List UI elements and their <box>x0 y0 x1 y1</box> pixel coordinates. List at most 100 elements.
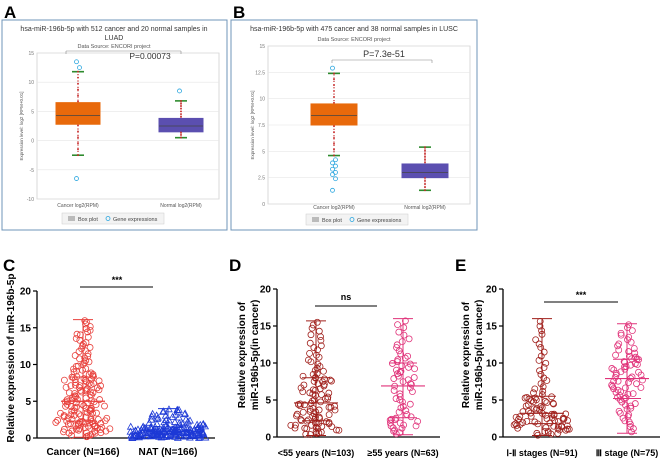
group-0-point <box>310 410 318 418</box>
group-0-point <box>101 402 108 410</box>
group-0-point <box>328 377 335 385</box>
panel-a-ylabel: Expression level: log2 [RPM+0.01] <box>19 92 24 161</box>
ytick-label-0: 0 <box>491 433 497 444</box>
group-0-point <box>308 324 316 332</box>
group-0-point <box>103 414 111 422</box>
box-cancer-outlier <box>74 176 79 181</box>
ytick-label-1: 2.5 <box>258 176 265 182</box>
group-0-point <box>84 399 92 407</box>
panel-e-ylabel-line1: Relative expression of <box>461 301 472 408</box>
box-cancer-point <box>77 142 79 145</box>
panel-e-axes: 0 5 10 15 20 <box>486 285 660 444</box>
group-0-point <box>94 416 102 423</box>
group-0-point <box>533 429 541 437</box>
group-1-point <box>622 394 630 402</box>
group-0-point <box>306 349 313 357</box>
group-1-point <box>141 423 149 431</box>
box-cancer-point <box>77 100 79 103</box>
group-1-point <box>631 400 639 407</box>
group-1-point <box>625 333 633 341</box>
panel-c: C Relative expression of miR-196b-5p 0 5 1… <box>3 256 215 458</box>
group-0-point <box>296 400 304 408</box>
group-0-point <box>530 389 537 397</box>
group-1-point <box>617 331 625 339</box>
group-1-point <box>608 365 616 372</box>
panel-a: A hsa-miR-196b-5p with 512 cancer and 20… <box>1 3 228 231</box>
box-cancer-point <box>333 90 335 92</box>
group-0-point <box>554 429 562 437</box>
panel-a-legend-box-swatch <box>68 216 75 221</box>
group-1-point <box>406 360 414 368</box>
group-0-point <box>80 375 88 383</box>
panel-a-pvalue: P=0.00073 <box>129 51 171 61</box>
group-0-point <box>308 421 315 429</box>
group-1-point <box>126 427 135 435</box>
box-cancer-point <box>77 130 79 133</box>
box-cancer-point <box>77 154 79 157</box>
group-0-point <box>91 422 99 430</box>
group-1-point <box>630 345 638 352</box>
group-0-point <box>68 427 76 435</box>
box-normal-point <box>424 152 426 155</box>
group-0-point <box>74 422 82 430</box>
panel-b-boxes <box>310 65 449 193</box>
box-cancer-point <box>77 76 79 79</box>
ytick-label-4: 10 <box>28 80 34 86</box>
group-0-point <box>537 380 545 387</box>
group-0-point <box>98 424 106 431</box>
group-1-point <box>398 338 406 346</box>
group-1-point <box>161 411 170 419</box>
ytick-label-3: 15 <box>486 322 498 333</box>
ytick-label-3: 15 <box>20 323 32 334</box>
panel-a-legend <box>61 212 165 225</box>
group-0-point <box>96 396 104 403</box>
ytick-label-4: 10 <box>259 97 265 103</box>
group-1-point <box>628 355 635 363</box>
group-0-point <box>543 415 551 423</box>
group-0-point <box>60 412 68 419</box>
panel-a-gridlines <box>37 52 219 200</box>
group-0-point <box>65 389 73 397</box>
group-0-point <box>532 336 540 344</box>
panel-b-yticks: 0 2.5 5 7.5 10 12.5 15 <box>255 44 265 208</box>
group-1-point <box>612 351 619 359</box>
group-0-point <box>76 355 83 363</box>
group-0-point <box>299 388 307 396</box>
box-cancer-point <box>77 136 79 139</box>
group-1-point <box>400 324 408 331</box>
group-1-point <box>161 421 170 429</box>
box-cancer-outlier <box>77 65 82 70</box>
panel-c-significance: *** <box>112 275 123 285</box>
group-0-point <box>559 414 567 422</box>
ytick-label-4: 20 <box>486 285 498 296</box>
group-0-point <box>317 398 325 406</box>
panel-c-xlabel-nat: NAT (N=166) <box>139 447 198 458</box>
group-0-point <box>62 402 69 410</box>
group-1-point <box>393 341 401 349</box>
box-cancer-outlier <box>333 169 338 175</box>
group-1-point <box>201 422 210 430</box>
group-0-point <box>530 405 538 413</box>
group-1-point <box>130 431 139 439</box>
group-1-point <box>637 384 645 391</box>
group-0-point <box>87 404 95 412</box>
group-1-point <box>618 398 626 406</box>
group-0-point <box>72 393 80 401</box>
box-cancer-point <box>333 72 335 75</box>
group-1-point <box>184 417 192 425</box>
panel-e-significance: *** <box>576 290 587 300</box>
group-1-point <box>627 361 634 369</box>
ytick-label-2: 10 <box>260 359 272 370</box>
group-0-point <box>73 330 81 338</box>
group-0-point <box>60 413 68 421</box>
group-0-point <box>512 413 520 421</box>
panel-b-legend <box>305 213 409 226</box>
group-0-point <box>74 419 82 427</box>
box-cancer-point <box>333 142 335 145</box>
panel-d-significance: ns <box>341 292 352 302</box>
group-1-point <box>609 383 616 390</box>
box-cancer-point <box>333 95 335 98</box>
box-cancer-point <box>77 94 79 97</box>
ytick-label-0: 0 <box>25 434 31 445</box>
